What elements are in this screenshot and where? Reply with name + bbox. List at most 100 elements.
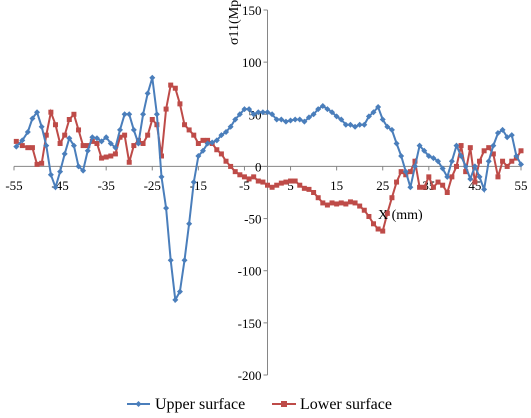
data-point <box>509 158 515 164</box>
data-point <box>149 74 156 81</box>
y-tick-label: 0 <box>255 159 262 174</box>
data-point <box>255 178 261 184</box>
data-point <box>361 207 367 213</box>
series-line <box>15 83 522 233</box>
data-point <box>228 163 234 169</box>
series-upper-surface <box>13 74 524 304</box>
data-point <box>402 168 409 175</box>
data-point <box>43 132 49 138</box>
data-point <box>278 116 285 123</box>
data-point <box>126 159 132 165</box>
data-point <box>209 139 216 146</box>
data-point <box>98 138 105 145</box>
data-point <box>412 158 418 164</box>
data-point <box>223 158 229 164</box>
data-point <box>476 173 483 180</box>
data-point <box>375 103 382 110</box>
data-point <box>347 199 353 205</box>
data-point <box>135 140 142 147</box>
legend-item-upper-surface: Upper surface <box>127 396 245 413</box>
data-point <box>186 220 193 227</box>
data-point <box>366 213 372 219</box>
data-point <box>472 179 478 185</box>
data-point <box>163 106 169 112</box>
data-point <box>343 201 349 207</box>
x-tick-label: 5 <box>287 178 294 193</box>
x-tick-label: -5 <box>239 178 250 193</box>
data-point <box>356 121 363 128</box>
data-point <box>435 158 442 165</box>
data-point <box>416 142 423 149</box>
data-point <box>195 140 201 146</box>
x-axis-title: X (mm) <box>378 208 423 223</box>
data-point <box>19 143 25 149</box>
data-point <box>39 160 45 166</box>
data-point <box>236 111 243 118</box>
data-point <box>200 137 206 143</box>
data-point <box>463 169 469 175</box>
data-point <box>131 143 137 149</box>
data-point <box>107 140 114 147</box>
data-point <box>195 153 202 159</box>
data-point <box>218 132 225 139</box>
data-point <box>384 210 390 216</box>
data-point <box>181 257 188 264</box>
data-point <box>467 175 474 182</box>
data-point <box>485 158 492 165</box>
y-tick-label: 100 <box>242 55 262 70</box>
data-point <box>163 205 170 212</box>
x-tick-label: 15 <box>330 178 343 193</box>
data-point <box>89 134 96 141</box>
data-point <box>319 102 326 109</box>
x-tick-label: -25 <box>144 178 161 193</box>
data-point <box>315 106 322 113</box>
x-tick-labels: -55 -45 -35 -25 -15 -5 5 15 25 35 45 55 <box>5 178 527 193</box>
data-point <box>140 140 146 146</box>
data-point <box>191 132 197 138</box>
data-point <box>380 228 386 234</box>
data-point <box>398 169 404 175</box>
data-point <box>347 121 354 128</box>
data-point <box>357 203 363 209</box>
legend-marker-upper <box>135 401 142 407</box>
data-point <box>486 145 492 151</box>
y-tick-label: 150 <box>242 3 262 18</box>
data-point <box>176 288 183 295</box>
data-point <box>513 153 520 159</box>
data-point <box>140 111 147 118</box>
data-point <box>324 106 331 113</box>
data-point <box>458 153 465 159</box>
data-point <box>449 174 455 180</box>
data-point <box>388 126 395 133</box>
data-point <box>25 145 31 151</box>
data-point <box>453 163 459 169</box>
data-point <box>379 116 386 123</box>
data-point <box>38 123 45 130</box>
data-point <box>425 153 432 159</box>
data-point <box>214 147 220 153</box>
data-point <box>108 153 114 159</box>
y-axis-title: σ11(Mpa) <box>227 0 242 45</box>
data-point <box>301 118 308 125</box>
data-point <box>34 161 40 167</box>
data-point <box>508 132 515 139</box>
data-point <box>145 132 151 138</box>
data-point <box>342 121 349 128</box>
data-point <box>186 127 192 133</box>
data-point <box>269 111 276 118</box>
data-point <box>518 161 524 168</box>
data-point <box>518 148 524 154</box>
data-point <box>48 109 54 115</box>
y-tick-labels: 150100500-50-100-150-200 <box>238 3 262 383</box>
data-point <box>213 137 220 144</box>
data-point <box>43 142 50 149</box>
data-point <box>130 126 137 133</box>
data-point <box>444 190 450 195</box>
data-point <box>34 109 41 116</box>
x-tick-label: 25 <box>376 178 389 193</box>
data-point <box>47 171 54 178</box>
data-point <box>288 178 294 184</box>
data-point <box>190 179 197 186</box>
data-point <box>52 184 59 191</box>
